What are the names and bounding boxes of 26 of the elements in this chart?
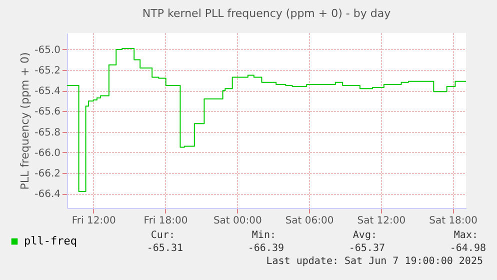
chart-title: NTP kernel PLL frequency (ppm + 0) - by day [142,7,392,20]
text: -65.31 [146,243,183,254]
x-tick-label: Sat 12:00 [357,216,406,226]
text: Max: [454,230,478,241]
y-tick-label: -66.4 [34,189,60,200]
text: -64.98 [450,243,486,254]
y-tick-label: -66.2 [34,168,60,180]
x-tick-label: Fri 18:00 [144,216,188,226]
y-tick-label: -65.0 [34,44,60,56]
y-tick-label: -65.6 [34,106,60,118]
y-axis-title: PLL frequency (ppm + 0) [18,52,32,190]
text: Last update: Sat Jun 7 19:00:00 2025 [266,256,483,267]
y-tick-label: -65.4 [34,86,60,98]
x-tick-label: Sat 18:00 [429,216,478,226]
y-tick-label: -65.2 [34,66,60,77]
x-tick-label: Fri 12:00 [72,216,116,226]
y-tick-label: -66.0 [34,148,60,159]
legend-label: pll-freq [24,234,77,248]
x-tick-label: Sat 00:00 [213,216,262,226]
text: -65.37 [348,243,385,254]
text: Min: [252,230,276,241]
x-tick-label: Sat 06:00 [285,216,334,226]
text: Avg: [352,230,377,241]
text: Cur: [150,230,175,241]
text: -66.39 [248,243,284,254]
y-tick-label: -65.8 [34,127,60,138]
